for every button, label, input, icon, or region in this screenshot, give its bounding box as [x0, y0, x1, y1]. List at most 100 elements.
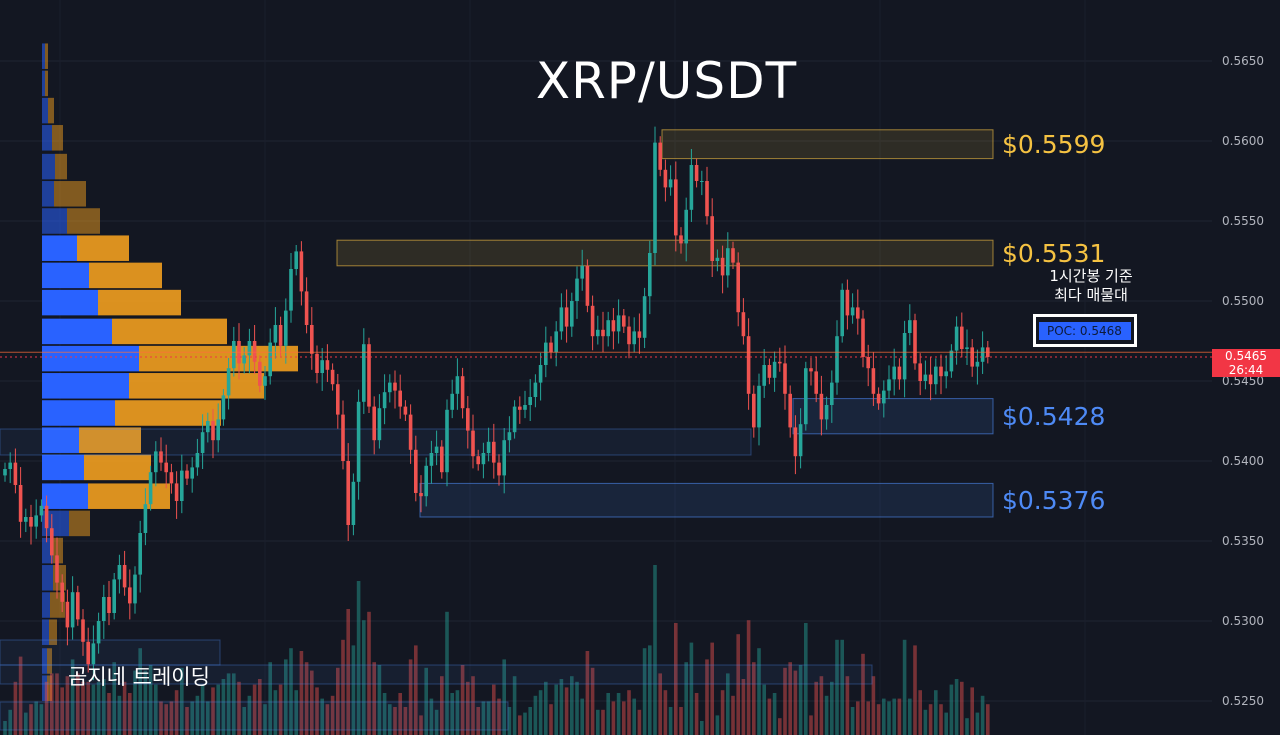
candle	[866, 344, 870, 387]
volume-profile-up-bar	[42, 675, 47, 701]
volume-bar	[351, 645, 356, 735]
volume-profile-down-bar	[88, 483, 170, 509]
candle	[700, 170, 704, 196]
candle-body	[824, 405, 829, 420]
candle	[596, 315, 600, 345]
candle-body	[388, 382, 392, 393]
candle-body	[965, 347, 969, 349]
candle-body	[143, 504, 148, 533]
candle	[91, 625, 96, 681]
candle	[169, 463, 174, 494]
candle-body	[18, 485, 23, 522]
candle-body	[762, 365, 766, 386]
volume-bar	[18, 656, 23, 735]
candle-body	[284, 310, 288, 346]
volume-bar	[206, 701, 210, 735]
candle	[741, 298, 746, 345]
volume-bar	[299, 651, 304, 735]
candle-body	[923, 374, 928, 381]
candle-body	[668, 179, 673, 188]
volume-bar	[60, 687, 64, 735]
candle	[606, 311, 610, 347]
volume-profile-up-bar	[42, 537, 53, 564]
volume-bar	[783, 667, 787, 735]
volume-bar	[960, 681, 964, 735]
candle	[476, 449, 480, 471]
volume-bar	[622, 701, 626, 735]
volume-profile-up-bar	[42, 648, 47, 674]
volume-bar	[897, 698, 902, 735]
candle	[793, 415, 798, 475]
volume-bar	[450, 693, 454, 735]
candle-body	[970, 347, 974, 367]
candle-body	[679, 235, 683, 244]
candle-body	[107, 597, 111, 613]
candles	[3, 126, 990, 681]
volume-bar	[616, 693, 621, 735]
volume-bar	[367, 611, 371, 735]
volume-bar	[263, 704, 267, 735]
candle	[928, 356, 933, 401]
candle	[18, 467, 23, 538]
candle	[970, 339, 974, 377]
candle-body	[346, 461, 350, 525]
volume-bar	[580, 698, 584, 735]
candle	[455, 358, 460, 410]
candle	[133, 566, 137, 614]
volume-bar	[720, 690, 725, 735]
volume-bar	[975, 712, 980, 735]
candle	[507, 416, 512, 453]
candle	[502, 428, 506, 494]
volume-bar	[528, 707, 532, 735]
candle	[746, 318, 751, 410]
candle	[263, 365, 267, 400]
candle	[897, 358, 902, 390]
candle-body	[585, 265, 590, 306]
candle-body	[549, 342, 553, 353]
candle-body	[788, 393, 792, 428]
candle	[76, 585, 80, 626]
level-zone	[419, 482, 994, 518]
candle	[830, 370, 834, 423]
volume-bar	[247, 695, 252, 735]
candle	[720, 245, 725, 294]
volume-bar	[122, 681, 127, 735]
candle	[86, 627, 90, 673]
candle	[627, 316, 631, 359]
volume-bar	[226, 673, 231, 735]
volume-profile-down-bar	[115, 400, 221, 426]
candle	[190, 457, 194, 493]
candle-body	[897, 366, 902, 380]
volume-profile-down-bar	[52, 125, 63, 151]
volume-bar	[138, 648, 142, 735]
volume-bar	[762, 684, 766, 735]
candle-body	[497, 462, 501, 476]
candle-body	[689, 165, 694, 210]
volume-bar	[632, 698, 636, 735]
candle-body	[362, 344, 366, 402]
candle	[887, 365, 891, 399]
volume-profile-up-bar	[42, 43, 45, 69]
candle-body	[492, 441, 496, 463]
volume-bar	[211, 687, 215, 735]
price-axis-label: 0.5650	[1222, 54, 1264, 68]
candle-body	[70, 592, 75, 628]
volume-bar	[663, 690, 668, 735]
candle	[668, 165, 673, 196]
candle-body	[96, 621, 101, 644]
candle-body	[616, 315, 621, 332]
volume-bar	[112, 662, 116, 735]
candle-body	[674, 179, 678, 236]
candle	[923, 360, 928, 390]
candle	[575, 266, 579, 319]
volume-bar	[128, 693, 132, 735]
candle-body	[216, 419, 220, 441]
volume-bar	[637, 709, 642, 735]
candle-body	[138, 533, 142, 575]
volume-bar	[24, 712, 28, 735]
candle-body	[351, 481, 356, 525]
volume-bar	[190, 701, 194, 735]
volume-bar	[653, 565, 657, 735]
volume-bar	[200, 684, 205, 735]
